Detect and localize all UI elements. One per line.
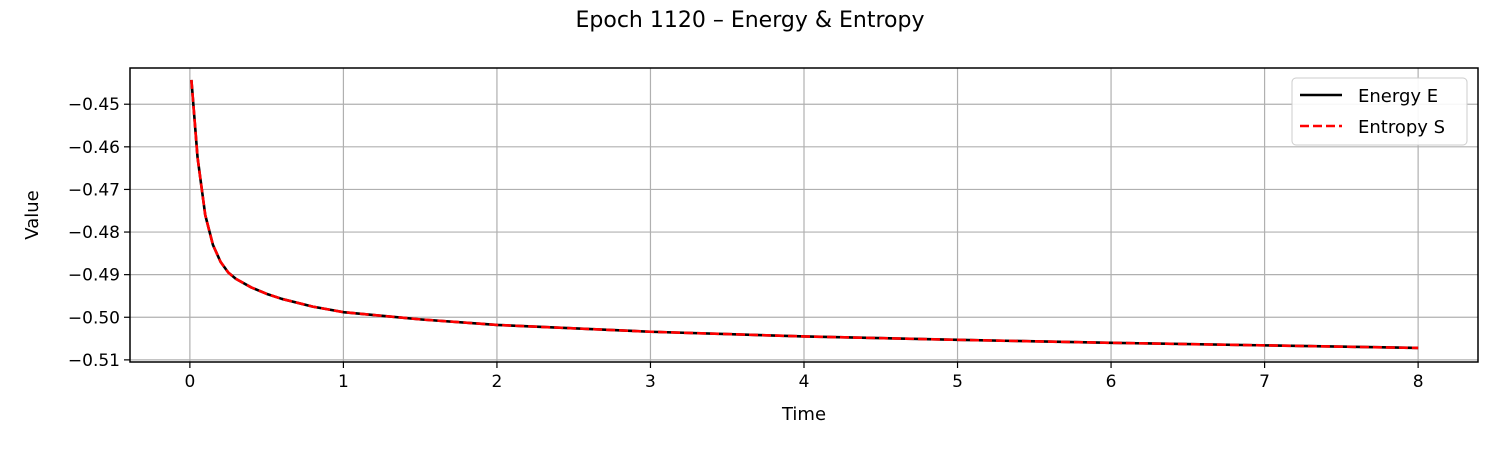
x-tick-label: 8	[1413, 372, 1424, 392]
y-tick-label: −0.49	[68, 266, 120, 286]
x-tick-label: 1	[338, 372, 349, 392]
series-line-2	[190, 79, 1419, 350]
y-tick-label: −0.47	[68, 180, 120, 200]
grid	[130, 68, 1478, 362]
series-line-1	[190, 79, 1419, 350]
x-tick-label: 6	[1106, 372, 1117, 392]
y-tick-label: −0.46	[68, 138, 120, 158]
y-axis-label: Value	[22, 190, 43, 239]
chart-title: Epoch 1120 – Energy & Entropy	[576, 8, 925, 33]
legend-label: Energy E	[1358, 86, 1438, 107]
x-axis-label: Time	[781, 404, 826, 425]
axes: 0 1 2 3 4 5 6 7 8 −0.45 −0.46 −0.47 −0.48 −0.49 −0.50 −…	[68, 95, 1424, 392]
x-tick-label: 0	[184, 372, 195, 392]
y-tick-label: −0.48	[68, 223, 120, 243]
y-tick-label: −0.50	[68, 308, 120, 328]
x-tick-label: 5	[952, 372, 963, 392]
legend-label: Entropy S	[1358, 117, 1445, 138]
x-tick-label: 3	[645, 372, 656, 392]
y-tick-label: −0.51	[68, 351, 120, 371]
x-tick-label: 4	[799, 372, 810, 392]
series-lines	[190, 79, 1419, 350]
y-tick-label: −0.45	[68, 95, 120, 115]
x-tick-label: 2	[492, 372, 503, 392]
legend: Energy E Entropy S	[1291, 77, 1468, 146]
x-tick-label: 7	[1259, 372, 1270, 392]
